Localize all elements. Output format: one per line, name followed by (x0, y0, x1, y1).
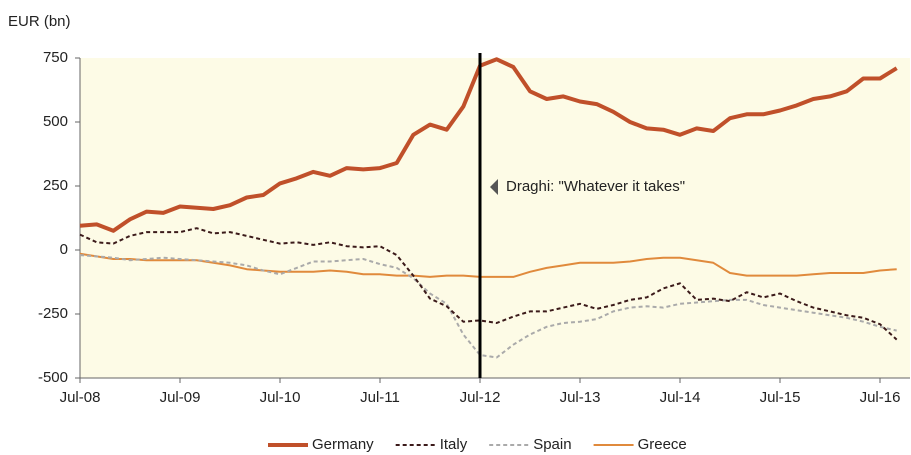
legend-label: Greece (638, 436, 687, 453)
y-tick-label: 500 (43, 113, 68, 130)
x-tick-label: Jul-11 (360, 389, 400, 406)
plot-background (80, 58, 910, 378)
series-line (79, 57, 898, 233)
x-tick-label: Jul-14 (660, 389, 701, 406)
x-tick-label: Jul-13 (560, 389, 601, 406)
series-line (79, 254, 897, 359)
y-tick-label: 250 (43, 177, 68, 194)
y-tick-label: -500 (38, 369, 68, 386)
legend-label: Germany (312, 436, 374, 453)
x-tick-label: Jul-09 (160, 389, 201, 406)
legend-label: Spain (533, 436, 571, 453)
x-tick-label: Jul-10 (260, 389, 301, 406)
x-tick-label: Jul-08 (60, 389, 101, 406)
y-tick-label: 0 (60, 241, 68, 258)
y-tick-label: 750 (43, 49, 68, 66)
event-label: Draghi: "Whatever it takes" (506, 178, 685, 195)
series-line (79, 252, 897, 278)
x-tick-label: Jul-15 (760, 389, 801, 406)
y-tick-label: -250 (38, 305, 68, 322)
x-tick-label: Jul-12 (460, 389, 501, 406)
legend-label: Italy (440, 436, 468, 453)
series-line (79, 227, 898, 341)
y-axis-label: EUR (bn) (8, 13, 71, 30)
x-tick-label: Jul-16 (860, 389, 901, 406)
event-pointer (490, 179, 498, 195)
